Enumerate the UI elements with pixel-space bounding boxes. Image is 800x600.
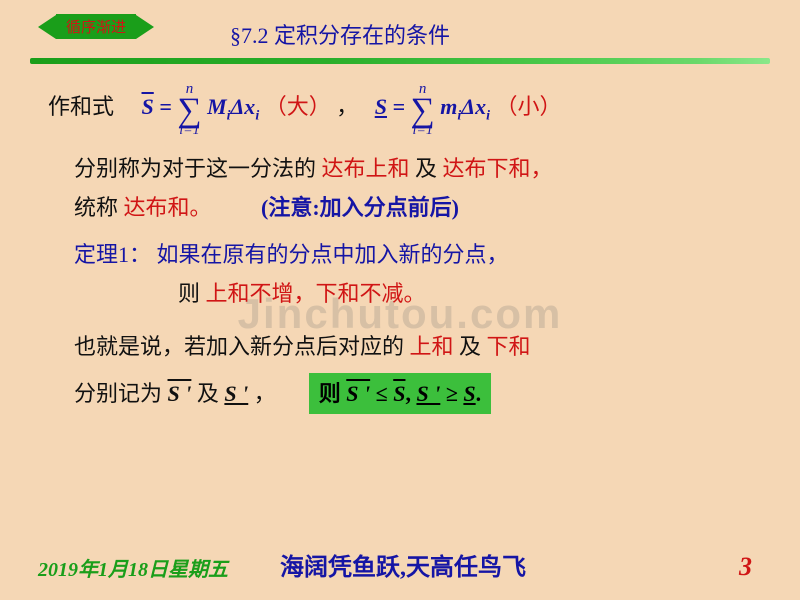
sigma2-icon: ∑ (411, 97, 435, 124)
page-number: 3 (739, 552, 752, 582)
divider (30, 58, 770, 64)
M: M (207, 94, 227, 119)
dx1: Δx (231, 94, 256, 119)
dx2-sub: i (486, 109, 490, 124)
theorem-line-2: 则 上和不增，下和不减。 (48, 277, 760, 310)
line-2a: 分别称为对于这一分法的 达布上和 及 达布下和， (48, 152, 760, 185)
arrow-right-icon (136, 15, 154, 39)
theorem-label: 定理1： (74, 242, 151, 267)
formula-line-1: 作和式 S = n ∑ i=1 MiΔxi （大） ， S = n ∑ i=1 … (48, 82, 760, 138)
l2a-t1: 分别称为对于这一分法的 (74, 156, 316, 181)
box-dot: . (476, 381, 482, 406)
eq2: = (392, 94, 405, 119)
theorem-t2: 则 (178, 281, 200, 306)
box-e1l: S ' (346, 381, 370, 406)
section-text: 定积分存在的条件 (274, 23, 450, 48)
l2a-t4: 达布下和， (443, 156, 553, 181)
theorem-t1: 如果在原有的分点中加入新的分点， (157, 242, 509, 267)
l2a-t3: 及 (415, 156, 437, 181)
paren-big: （大） (265, 94, 331, 119)
box-e2l: S ' (416, 381, 440, 406)
l2a-t2: 达布上和 (322, 156, 410, 181)
box-e2r: S (463, 381, 475, 406)
arrow-left-icon (38, 15, 56, 39)
progress-banner: 循序渐进 (38, 14, 154, 39)
l4b-and: 及 (197, 381, 219, 406)
M-term: MiΔxi (207, 94, 259, 119)
line-4a: 也就是说，若加入新分点后对应的 上和 及 下和 (48, 330, 760, 363)
box-comma: , (405, 381, 416, 406)
banner-text: 循序渐进 (66, 20, 126, 36)
section-title: §7.2 定积分存在的条件 (230, 18, 450, 50)
paren-small: （小） (495, 94, 561, 119)
l4b-comma: ， (254, 381, 276, 406)
Sunder-prime: S ' (224, 381, 248, 406)
sum1-lower: i=1 (177, 124, 201, 138)
S-lower: S (375, 94, 387, 119)
l2b-t2: 达布和。 (124, 195, 212, 220)
slide: 循序渐进 §7.2 定积分存在的条件 Jinchutou.com 作和式 S =… (0, 0, 800, 600)
sigma1-icon: ∑ (177, 97, 201, 124)
l4a-t3: 及 (459, 334, 481, 359)
sum1: n ∑ i=1 (177, 82, 201, 138)
line-4b: 分别记为 S ' 及 S ' ， 则 S ' ≤ S, S ' ≥ S. (48, 373, 760, 414)
sum2: n ∑ i=1 (411, 82, 435, 138)
box-leq: ≤ (370, 381, 393, 406)
m: m (440, 94, 457, 119)
comma1: ， (336, 94, 358, 119)
l1-prefix: 作和式 (48, 94, 114, 119)
l4a-t2: 上和 (410, 334, 454, 359)
l4b-t1: 分别记为 (74, 381, 162, 406)
S-upper: S (142, 94, 154, 119)
content: 作和式 S = n ∑ i=1 MiΔxi （大） ， S = n ∑ i=1 … (48, 82, 760, 420)
theorem-t3: 上和不增，下和不减。 (206, 281, 426, 306)
eq1: = (159, 94, 172, 119)
sum2-lower: i=1 (411, 124, 435, 138)
dx2: Δx (461, 94, 486, 119)
box-e1r: S (393, 381, 405, 406)
footer-date: 2019年1月18日星期五 (38, 553, 228, 582)
box-prefix: 则 (319, 381, 341, 406)
footer-motto: 海阔凭鱼跃,天高任鸟飞 (280, 547, 526, 582)
theorem-line: 定理1： 如果在原有的分点中加入新的分点， (48, 238, 760, 271)
inequality-box: 则 S ' ≤ S, S ' ≥ S. (309, 373, 491, 414)
l2b-t1: 统称 (74, 195, 118, 220)
line-2b: 统称 达布和。 (注意:加入分点前后) (48, 191, 760, 224)
l2b-note: (注意:加入分点前后) (261, 195, 459, 220)
l4a-t4: 下和 (487, 334, 531, 359)
box-geq: ≥ (440, 381, 463, 406)
Sbar-prime: S ' (168, 381, 192, 406)
section-prefix: §7.2 (230, 23, 274, 48)
m-term: miΔxi (440, 94, 490, 119)
l4a-t1: 也就是说，若加入新分点后对应的 (74, 334, 404, 359)
banner-box: 循序渐进 (56, 14, 136, 39)
dx1-sub: i (255, 109, 259, 124)
